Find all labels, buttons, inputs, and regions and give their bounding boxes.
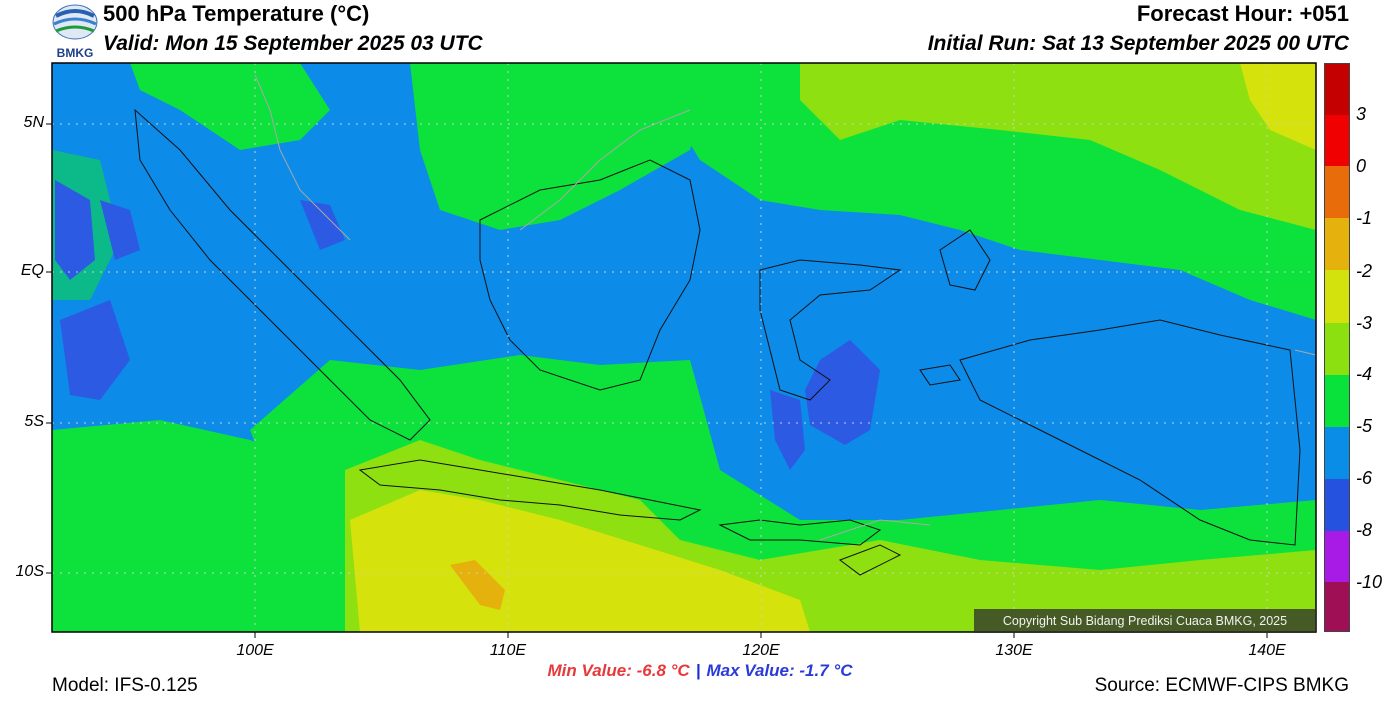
lat-label-10s: 10S xyxy=(15,563,44,580)
colorbar-seg-0 xyxy=(1325,64,1349,116)
colorbar-seg-6 xyxy=(1325,322,1349,375)
seram-coast xyxy=(919,364,961,386)
field-green-north xyxy=(410,63,700,230)
field-darkblue-east xyxy=(805,340,880,445)
colorbar-seg-7 xyxy=(1325,374,1349,427)
colorbar-seg-9 xyxy=(1325,479,1349,532)
colorbar-seg-1 xyxy=(1325,115,1349,167)
colorbar-seg-5 xyxy=(1325,270,1349,323)
lat-label-eq: EQ xyxy=(20,262,44,279)
field-green-nw xyxy=(130,63,330,150)
colorbar-label: -6 xyxy=(1356,468,1373,488)
colorbar xyxy=(1324,63,1350,632)
min-max-values: Min Value: -6.8 °C | Max Value: -1.7 °C xyxy=(0,661,1400,681)
model-info: Model: IFS-0.125 xyxy=(52,675,198,696)
colorbar-label: 3 xyxy=(1356,104,1367,124)
source-info: Source: ECMWF-CIPS BMKG xyxy=(1094,675,1349,696)
colorbar-seg-11 xyxy=(1325,582,1349,631)
sabah-sarawak xyxy=(519,109,691,231)
gridlines xyxy=(52,63,1316,632)
min-max-separator: | xyxy=(695,661,701,680)
lon-label-100e: 100E xyxy=(236,642,274,659)
field-darkblue-west xyxy=(55,180,95,280)
sulawesi-coast xyxy=(759,259,902,401)
nusa-tenggara-coast xyxy=(718,519,882,546)
borneo-coast xyxy=(479,159,701,391)
colorbar-seg-8 xyxy=(1325,426,1349,480)
valid-time: Valid: Mon 15 September 2025 03 UTC xyxy=(103,32,483,55)
colorbar-seg-10 xyxy=(1325,531,1349,583)
sumatra-coast xyxy=(134,108,431,441)
max-value: Max Value: -1.7 °C xyxy=(706,661,853,680)
colorbar-label: -3 xyxy=(1356,313,1373,333)
field-lightgreen-ne xyxy=(800,63,1316,230)
lat-label-5s: 5S xyxy=(24,413,44,430)
papua-coast xyxy=(959,319,1301,546)
initial-run: Initial Run: Sat 13 September 2025 00 UT… xyxy=(927,32,1349,55)
temperature-field xyxy=(52,63,1316,632)
bmkg-logo: BMKG xyxy=(52,2,98,60)
malay-peninsula xyxy=(254,74,351,241)
png-border xyxy=(1294,349,1316,356)
coastlines xyxy=(134,108,1301,576)
colorbar-label: -4 xyxy=(1356,364,1373,384)
lon-label-140e: 140E xyxy=(1248,642,1286,659)
map-frame xyxy=(51,62,1317,633)
forecast-hour: Forecast Hour: +051 xyxy=(1136,1,1349,26)
field-darkblue-west2 xyxy=(100,200,140,260)
java-coast xyxy=(358,459,702,521)
min-value: Min Value: -6.8 °C xyxy=(547,661,690,680)
field-darkblue-center xyxy=(300,200,345,250)
field-yellow-south xyxy=(350,490,810,632)
lon-label-130e: 130E xyxy=(995,642,1033,659)
colorbar-label: -5 xyxy=(1356,416,1373,436)
colorbar-label: -2 xyxy=(1356,261,1373,281)
field-darkblue-west3 xyxy=(60,300,130,400)
colorbar-seg-4 xyxy=(1325,218,1349,271)
field-yellow-ne xyxy=(1240,63,1316,150)
colorbar-label: -8 xyxy=(1356,520,1373,540)
timor-leste xyxy=(819,519,931,541)
lon-label-120e: 120E xyxy=(742,642,780,659)
lon-label-110e: 110E xyxy=(489,642,527,659)
copyright-notice: Copyright Sub Bidang Prediksi Cuaca BMKG… xyxy=(974,609,1316,633)
colorbar-seg-3 xyxy=(1325,166,1349,219)
colorbar-label: -10 xyxy=(1356,572,1383,592)
field-orange xyxy=(450,560,505,610)
lat-label-5n: 5N xyxy=(23,114,44,131)
logo-text: BMKG xyxy=(57,46,94,60)
halmahera-coast xyxy=(939,229,991,291)
chart-title: 500 hPa Temperature (°C) xyxy=(103,1,370,26)
field-darkblue-east2 xyxy=(770,390,805,470)
colorbar-label: 0 xyxy=(1356,156,1367,176)
neighbour-borders xyxy=(254,74,1316,541)
tick-marks xyxy=(46,123,1268,638)
timor-coast xyxy=(838,544,902,576)
colorbar-label: -1 xyxy=(1356,208,1373,228)
